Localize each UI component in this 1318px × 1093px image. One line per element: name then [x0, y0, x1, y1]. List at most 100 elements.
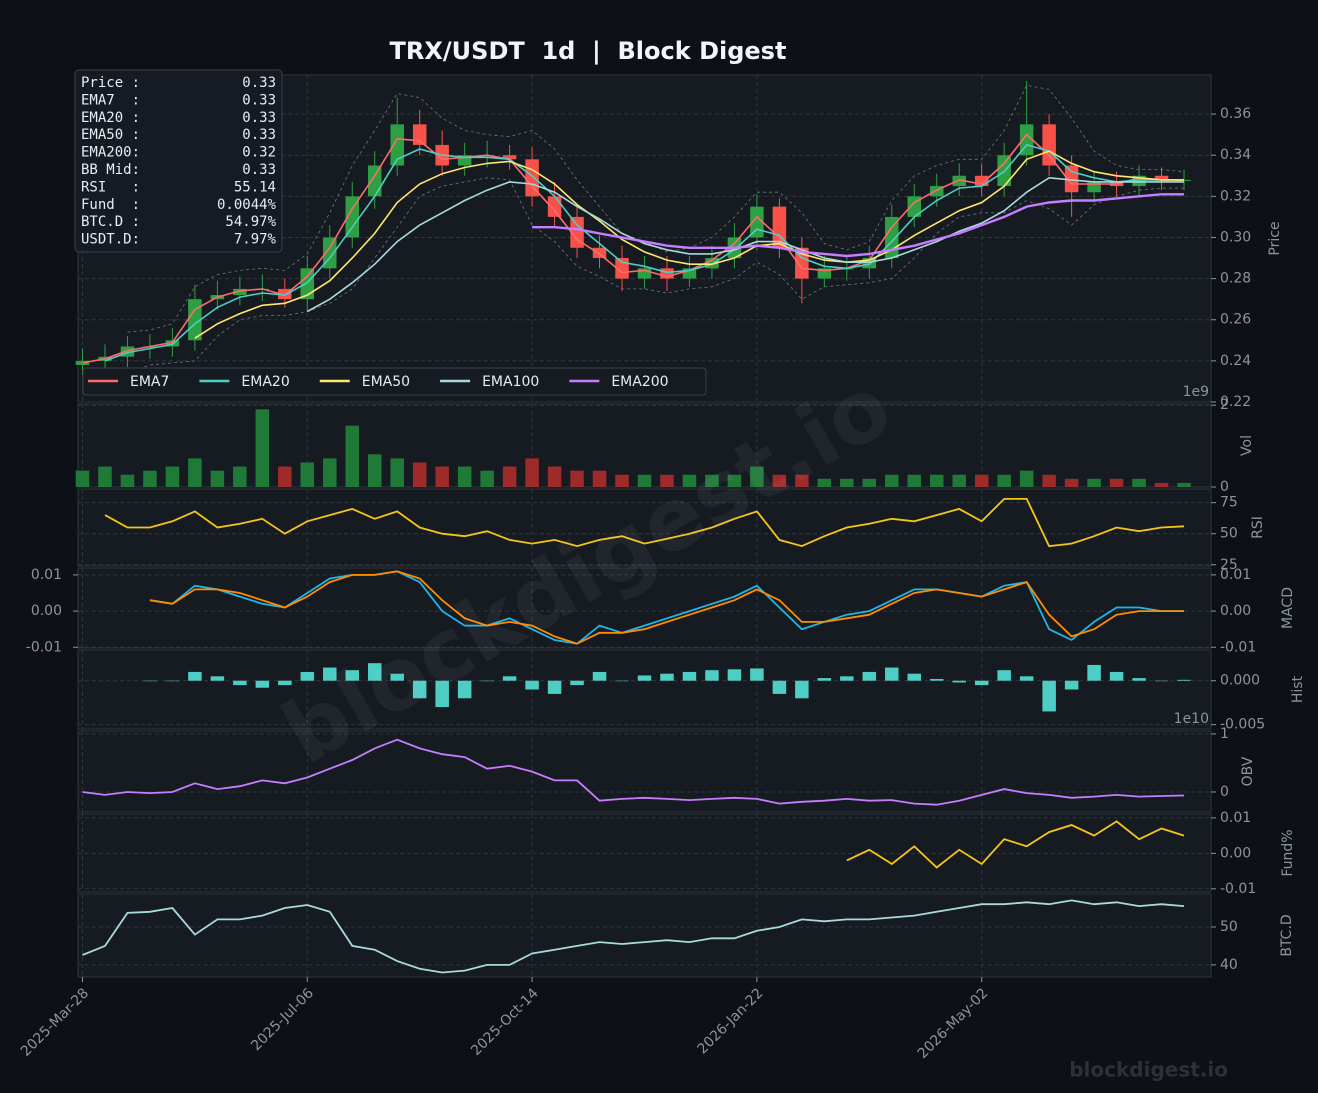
info-value: 0.33 [242, 127, 276, 143]
candle-body [660, 268, 674, 279]
candle-body [233, 288, 247, 296]
y-tick-label: 0.30 [1220, 229, 1251, 245]
y-tick-label: 0.22 [1220, 394, 1251, 410]
info-box: Price : 0.33 EMA7 : 0.33 EMA20 : 0.33 EMA50 : 0… [74, 69, 283, 253]
panel [77, 893, 1212, 978]
y-tick-label: 0.28 [1220, 271, 1251, 287]
y-tick-label: 0.000 [1220, 673, 1260, 689]
bar [525, 680, 539, 690]
info-value: 7.97% [234, 232, 277, 248]
bar [660, 474, 674, 487]
bar [1087, 478, 1101, 487]
bar [772, 680, 787, 694]
bar [547, 680, 562, 694]
ema-line [194, 150, 1184, 339]
y-tick-label: 0.01 [31, 567, 62, 583]
bar [457, 680, 472, 699]
y-tick-label: 0.00 [1220, 845, 1251, 861]
axis-offset: 1e9 [1183, 384, 1209, 400]
legend: EMA7 EMA20 EMA50 EMA100 EMA200 [82, 367, 707, 396]
y-tick-label: 0.24 [1220, 353, 1251, 369]
legend-label: EMA7 [130, 374, 169, 390]
info-box-frame [74, 69, 283, 253]
bar [98, 466, 112, 487]
panel [77, 567, 1212, 649]
info-value: 0.33 [242, 110, 276, 126]
bar [682, 671, 697, 681]
y-axis-label: Fund% [1280, 829, 1296, 876]
bar [1109, 671, 1124, 681]
candle-body [817, 268, 832, 279]
y-tick-label: 50 [1220, 919, 1238, 935]
y-axis-label: Price [1267, 221, 1283, 255]
y-tick-label: 1 [1220, 726, 1229, 742]
legend-label: EMA200 [611, 374, 668, 390]
panel [77, 403, 1212, 488]
y-tick-label: -0.01 [26, 639, 62, 655]
bar [997, 670, 1011, 681]
bollinger-band [127, 177, 1184, 374]
info-label: Price : [81, 75, 140, 91]
candle-body [1019, 124, 1034, 156]
bar [570, 680, 584, 686]
y-tick-label: 50 [1220, 526, 1238, 542]
bar [840, 676, 854, 681]
bar [75, 470, 90, 487]
bar [705, 670, 719, 681]
panel [77, 730, 1212, 813]
bar [502, 676, 517, 681]
info-value: 0.32 [242, 145, 276, 161]
bar [1132, 478, 1146, 487]
candle-body [1087, 181, 1101, 193]
panel [77, 649, 1212, 730]
legend-box [82, 367, 707, 396]
candle-body [278, 288, 292, 300]
info-value: 0.33 [242, 92, 276, 108]
info-value: 0.33 [242, 75, 276, 91]
candle-body [772, 206, 787, 248]
bar [502, 466, 517, 487]
y-tick-label: 0 [1220, 479, 1229, 495]
bar [300, 671, 315, 681]
bar [817, 678, 832, 681]
bar [907, 474, 922, 487]
ema-line [104, 143, 1184, 362]
panel [77, 488, 1212, 567]
bar [367, 663, 382, 681]
indicator-line [82, 738, 1185, 806]
indicator-line [149, 570, 1184, 645]
bar [952, 474, 966, 487]
panels: 0.22 0.24 0.26 0.28 0.30 0.32 0.34 0.36 Price EMA… [18, 74, 1306, 1062]
watermark-footer: blockdigest.io [1069, 1058, 1228, 1082]
candle-body [345, 196, 360, 238]
info-label: Fund : [81, 197, 140, 213]
candle-body [367, 165, 382, 197]
y-tick-label: -0.01 [1220, 639, 1256, 655]
bar [885, 474, 899, 487]
bar [547, 466, 562, 487]
y-axis-label: OBV [1240, 756, 1256, 786]
bar [592, 671, 607, 681]
bar [1177, 679, 1191, 681]
bar [143, 470, 157, 487]
chart-title: TRX/USDT 1d | Block Digest [390, 37, 787, 65]
bar [255, 409, 270, 487]
bar [1064, 680, 1079, 690]
y-tick-label: 0.32 [1220, 188, 1251, 204]
bar [907, 673, 922, 681]
bar [120, 474, 135, 487]
info-label: BTC.D : [81, 214, 140, 230]
bar [435, 466, 449, 487]
bar [1154, 482, 1169, 487]
info-label: EMA20 : [81, 110, 140, 126]
y-axis-label: MACD [1280, 587, 1296, 629]
bar [592, 470, 607, 487]
info-value: 0.33 [242, 162, 276, 178]
info-value: 0.0044% [217, 197, 277, 213]
info-label: USDT.D: [81, 232, 140, 248]
indicator-line [149, 570, 1184, 645]
ema-line [532, 193, 1184, 258]
bar [637, 675, 652, 681]
